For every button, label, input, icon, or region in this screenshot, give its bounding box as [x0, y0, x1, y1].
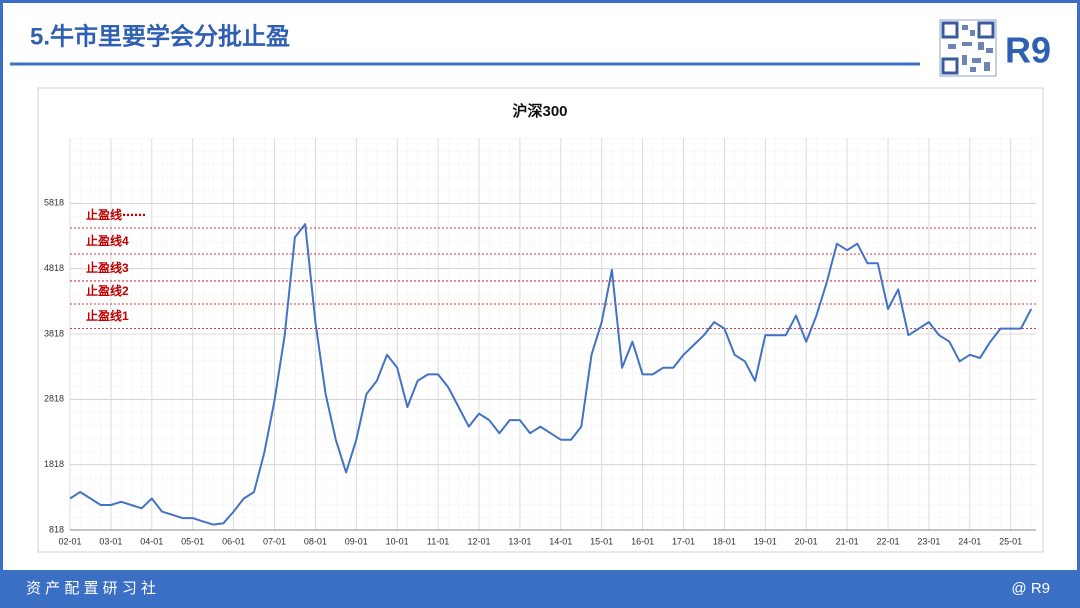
- x-tick-label: 13-01: [508, 536, 531, 546]
- x-tick-label: 04-01: [140, 536, 163, 546]
- x-tick-label: 09-01: [345, 536, 368, 546]
- price-line: [69, 223, 1033, 526]
- y-tick-label: 818: [49, 524, 64, 534]
- x-tick-label: 22-01: [876, 536, 899, 546]
- reference-label: 止盈线3: [86, 260, 129, 275]
- x-tick-label: 11-01: [427, 536, 449, 546]
- x-tick-label: 06-01: [222, 536, 245, 546]
- slide-title: 5.牛市里要学会分批止盈: [30, 22, 290, 50]
- y-tick-label: 4818: [44, 263, 64, 273]
- reference-label: 止盈线1: [86, 308, 129, 323]
- reference-label: 止盈线⋯⋯: [86, 207, 146, 222]
- x-tick-label: 21-01: [836, 536, 859, 546]
- x-tick-label: 18-01: [713, 536, 736, 546]
- x-tick-label: 07-01: [263, 536, 286, 546]
- reference-label: 止盈线2: [86, 283, 129, 298]
- x-tick-label: 12-01: [467, 536, 490, 546]
- x-tick-label: 16-01: [631, 536, 654, 546]
- qr-code: [939, 19, 997, 77]
- x-tick-label: 24-01: [958, 536, 981, 546]
- x-tick-label: 19-01: [754, 536, 777, 546]
- footer-bar: [0, 570, 1080, 608]
- chart-title: 沪深300: [512, 102, 567, 120]
- y-tick-label: 3818: [44, 328, 64, 338]
- x-tick-label: 15-01: [590, 536, 613, 546]
- x-tick-label: 25-01: [999, 536, 1022, 546]
- brand: R9: [1005, 30, 1051, 71]
- y-tick-label: 5818: [44, 198, 64, 208]
- x-tick-label: 17-01: [672, 536, 695, 546]
- x-tick-label: 10-01: [386, 536, 409, 546]
- x-tick-label: 03-01: [99, 536, 122, 546]
- x-tick-label: 14-01: [549, 536, 572, 546]
- x-tick-label: 02-01: [58, 536, 81, 546]
- y-tick-label: 2818: [44, 394, 64, 404]
- reference-label: 止盈线4: [86, 233, 129, 248]
- y-tick-label: 1818: [44, 459, 64, 469]
- footer-right: @ R9: [1011, 580, 1050, 597]
- footer-left: 资 产 配 置 研 习 社: [26, 580, 156, 597]
- x-tick-label: 23-01: [917, 536, 940, 546]
- x-tick-label: 08-01: [304, 536, 327, 546]
- x-tick-label: 20-01: [795, 536, 818, 546]
- x-tick-label: 05-01: [181, 536, 204, 546]
